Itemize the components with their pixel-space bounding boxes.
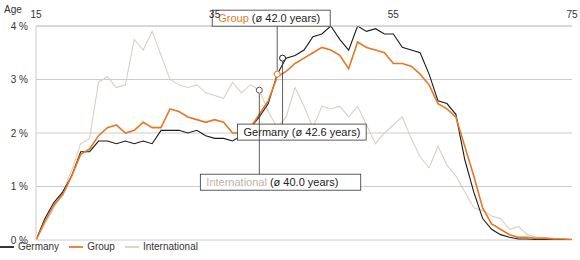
svg-text:3 %: 3 % bbox=[11, 74, 28, 85]
svg-text:35: 35 bbox=[209, 9, 221, 20]
svg-text:Group (ø 42.0 years): Group (ø 42.0 years) bbox=[218, 12, 320, 24]
svg-text:15: 15 bbox=[30, 9, 42, 20]
svg-text:2 %: 2 % bbox=[11, 128, 28, 139]
svg-text:55: 55 bbox=[388, 9, 400, 20]
svg-text:4 %: 4 % bbox=[11, 21, 28, 32]
svg-text:0 %: 0 % bbox=[11, 235, 28, 246]
svg-text:75: 75 bbox=[566, 9, 572, 20]
svg-text:Germany (ø 42.6 years): Germany (ø 42.6 years) bbox=[244, 126, 361, 138]
svg-text:International (ø 40.0 years): International (ø 40.0 years) bbox=[206, 176, 338, 188]
svg-text:1 %: 1 % bbox=[11, 181, 28, 192]
